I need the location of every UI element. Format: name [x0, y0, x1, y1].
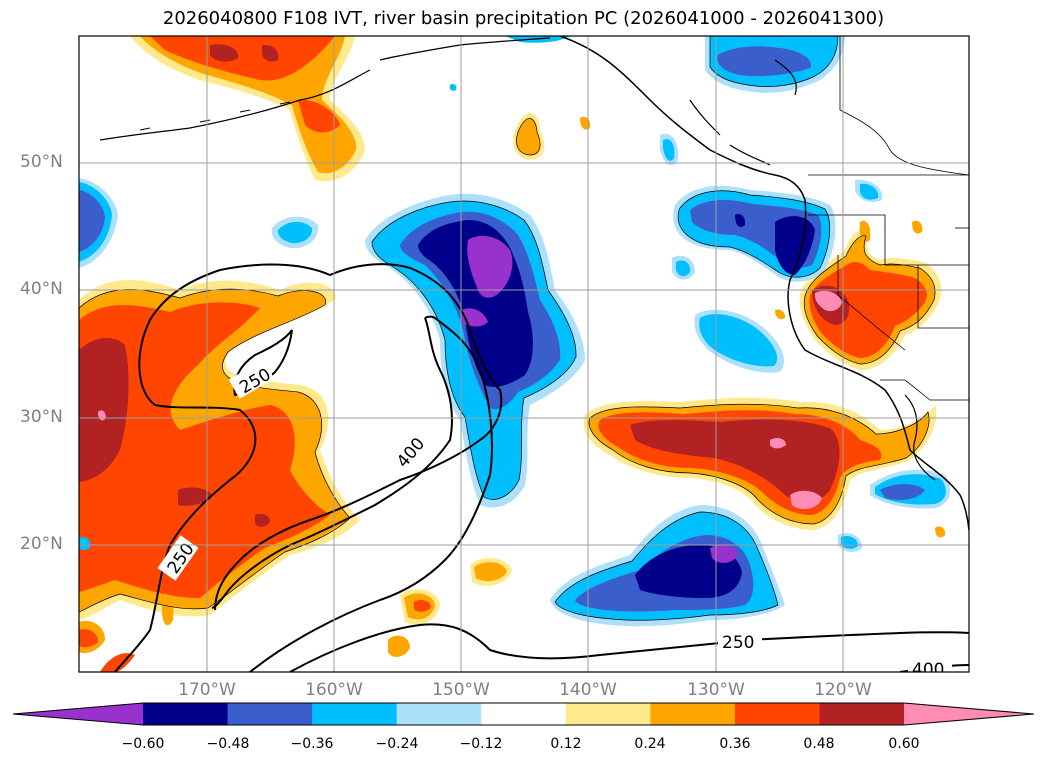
colorbar-tick: −0.12 [459, 736, 503, 752]
ivt-label-250-c: 250 [722, 633, 754, 653]
colorbar-tick: 0.60 [888, 736, 920, 752]
colorbar-cell [396, 703, 482, 725]
colorbar-tick: −0.36 [290, 736, 334, 752]
negative-anomaly-gulf-of-alaska [449, 36, 845, 93]
colorbar-tick: 0.36 [719, 736, 751, 752]
colorbar-tick: 0.48 [803, 736, 835, 752]
positive-anomaly-california [799, 220, 942, 370]
lon-label-160w: 160°W [305, 680, 363, 700]
colorbar-tick: −0.48 [206, 736, 250, 752]
political-borders [808, 36, 969, 401]
colorbar-tick: 0.12 [550, 736, 582, 752]
colorbar-tick: 0.24 [634, 736, 666, 752]
colorbar-cell [734, 703, 820, 725]
positive-anomaly-aleutian [130, 36, 365, 182]
colorbar-cell [312, 703, 398, 725]
lon-label-120w: 120°W [814, 680, 872, 700]
anomaly-outline-contours [79, 36, 936, 621]
colorbar [12, 702, 1035, 726]
ivt-contours [114, 263, 969, 672]
lon-label-130w: 130°W [687, 680, 745, 700]
colorbar-cell [227, 703, 313, 725]
lon-label-140w: 140°W [559, 680, 617, 700]
colorbar-cell [565, 703, 651, 725]
colorbar-extend-low [13, 703, 143, 725]
map-frame [78, 35, 970, 673]
lat-label-50n: 50°N [20, 152, 63, 172]
positive-anomaly-west [79, 280, 360, 620]
colorbar-cell [481, 703, 567, 725]
lat-label-30n: 30°N [20, 407, 63, 427]
colorbar-cell [143, 703, 229, 725]
colorbar-tick: −0.60 [121, 736, 165, 752]
map-plot-area: 250 400 250 250 400 [79, 36, 969, 680]
colorbar-cell [819, 703, 905, 725]
lat-label-20n: 20°N [20, 534, 63, 554]
negative-anomaly-south [550, 469, 951, 627]
gridlines [79, 36, 969, 672]
lon-label-170w: 170°W [178, 680, 236, 700]
positive-anomaly-subtropical [583, 397, 937, 530]
lon-label-150w: 150°W [432, 680, 490, 700]
ivt-label-400-b: 400 [912, 660, 944, 680]
lat-label-40n: 40°N [20, 279, 63, 299]
colorbar-tick: −0.24 [375, 736, 419, 752]
colorbar-cell [650, 703, 736, 725]
positive-anomaly-small [79, 113, 946, 672]
negative-anomaly-west-edge [79, 178, 319, 551]
coastlines [99, 36, 969, 531]
map-title: 2026040800 F108 IVT, river basin precipi… [162, 8, 885, 29]
colorbar-extend-high [904, 703, 1034, 725]
